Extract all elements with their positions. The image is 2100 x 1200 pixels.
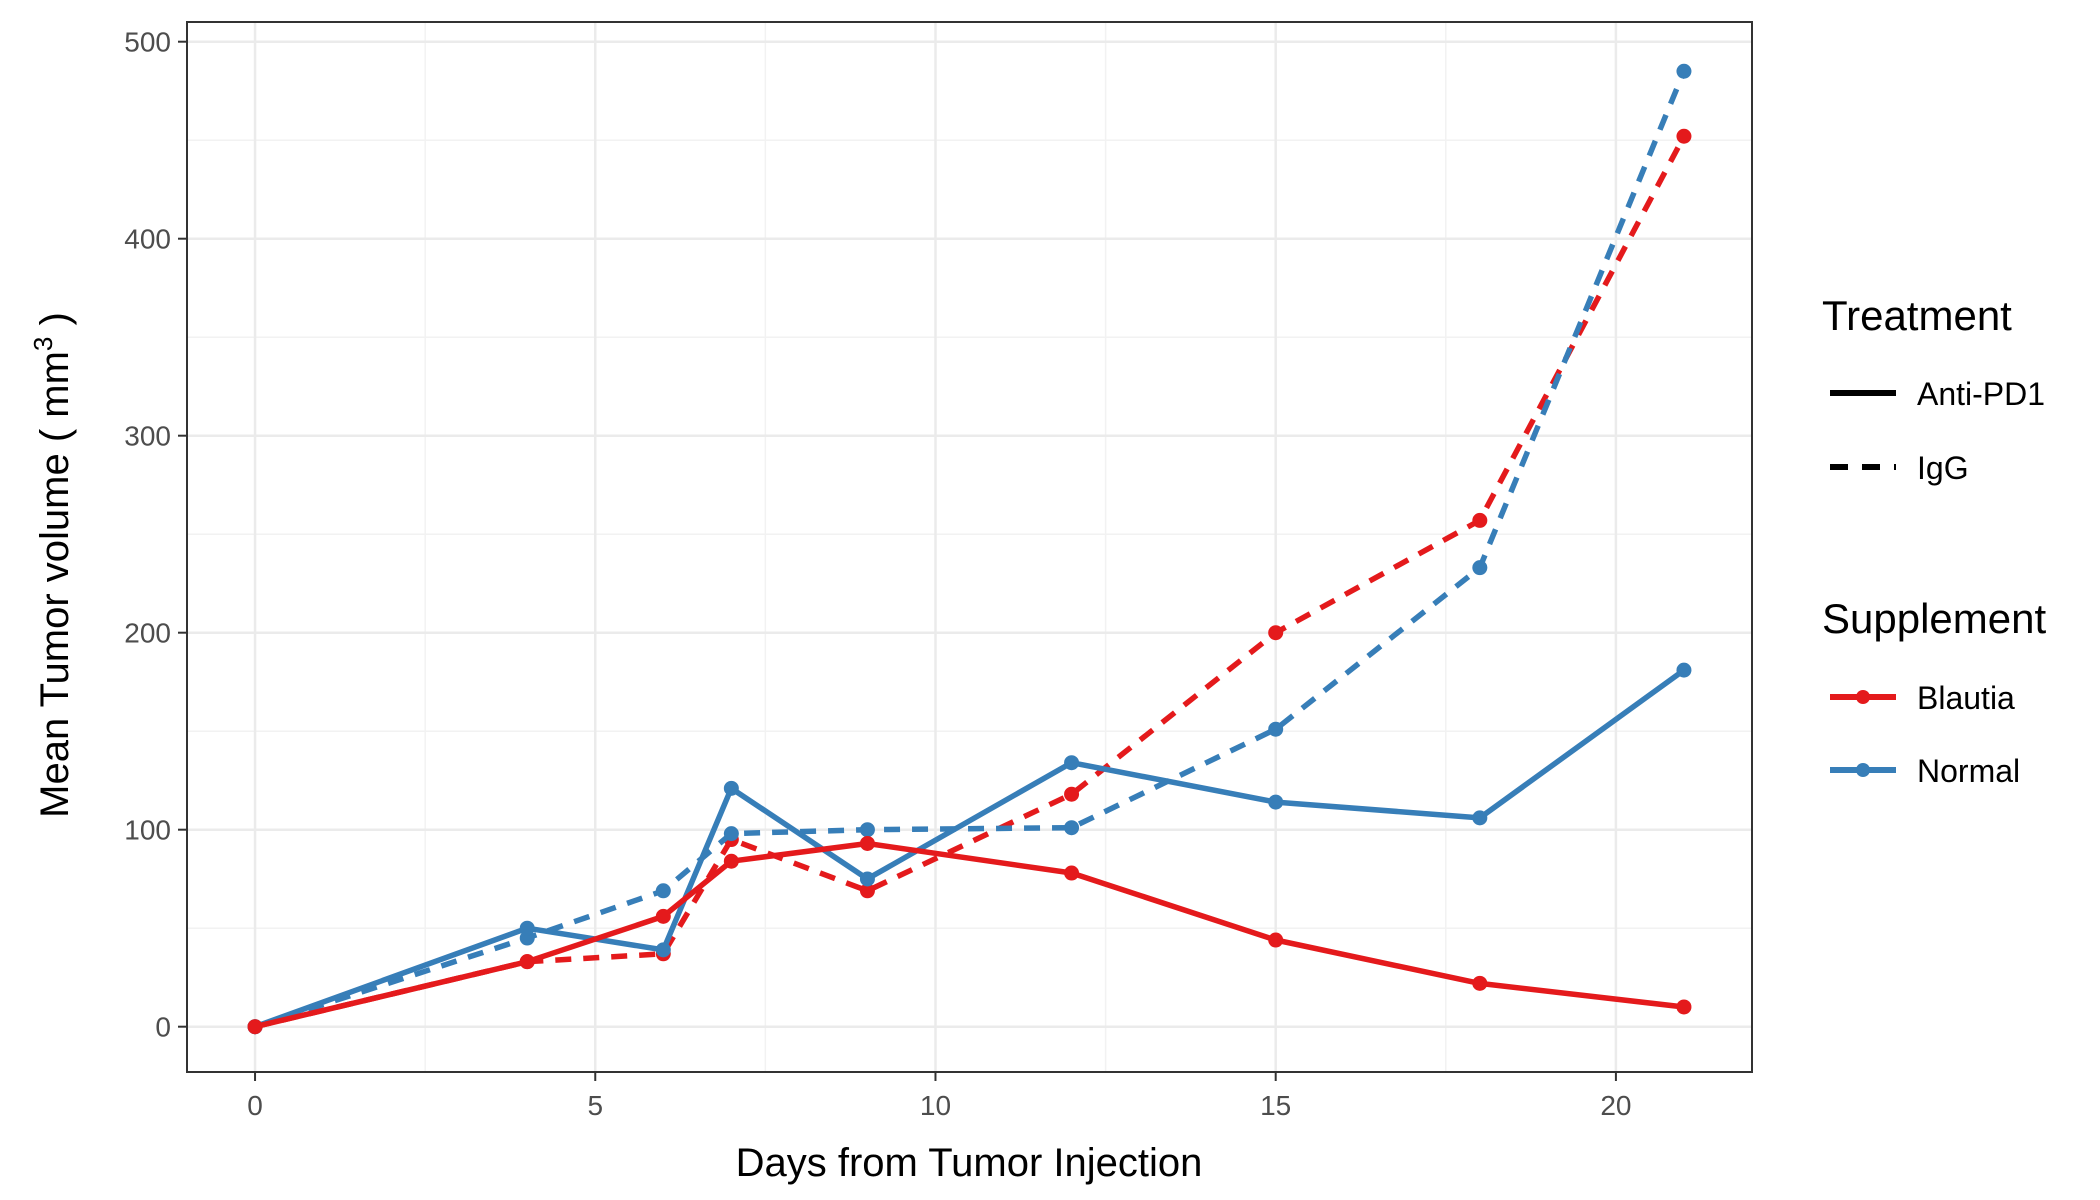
data-point-blautia-anti-pd1 bbox=[723, 853, 739, 869]
y-tick-label: 400 bbox=[124, 224, 171, 255]
data-point-blautia-igg bbox=[859, 883, 875, 899]
y-axis-title-close: ) bbox=[33, 312, 77, 336]
data-point-normal-igg bbox=[723, 826, 739, 842]
series-layer bbox=[247, 63, 1692, 1035]
y-tick-label: 0 bbox=[155, 1012, 171, 1043]
legend-label-normal: Normal bbox=[1917, 753, 2020, 789]
legend-label-anti-pd1: Anti-PD1 bbox=[1917, 376, 2045, 412]
data-point-normal-igg bbox=[859, 822, 875, 838]
data-point-normal-igg bbox=[1064, 820, 1080, 836]
plot-background bbox=[187, 22, 1752, 1072]
data-point-blautia-anti-pd1 bbox=[247, 1019, 263, 1035]
data-point-blautia-anti-pd1 bbox=[1064, 865, 1080, 881]
y-tick-label: 300 bbox=[124, 421, 171, 452]
data-point-normal-anti-pd1 bbox=[1064, 755, 1080, 771]
y-tick-label: 200 bbox=[124, 618, 171, 649]
data-point-blautia-anti-pd1 bbox=[1676, 999, 1692, 1015]
legend-title-supplement: Supplement bbox=[1822, 595, 2046, 642]
data-point-blautia-igg bbox=[1472, 512, 1488, 528]
data-point-blautia-igg bbox=[1268, 625, 1284, 641]
data-point-normal-anti-pd1 bbox=[1472, 810, 1488, 826]
plot-border bbox=[186, 21, 1753, 1073]
data-point-normal-anti-pd1 bbox=[655, 942, 671, 958]
data-point-normal-igg bbox=[655, 883, 671, 899]
legend-label-igg: IgG bbox=[1917, 450, 1969, 486]
legend-title-treatment: Treatment bbox=[1822, 292, 2012, 339]
data-point-normal-igg bbox=[1676, 63, 1692, 79]
x-tick-label: 0 bbox=[247, 1090, 263, 1121]
x-tick-label: 15 bbox=[1260, 1090, 1291, 1121]
y-axis-title: Mean Tumor volume ( mm3 ) bbox=[28, 312, 77, 818]
x-tick-label: 20 bbox=[1600, 1090, 1631, 1121]
data-point-normal-anti-pd1 bbox=[1676, 662, 1692, 678]
data-point-blautia-anti-pd1 bbox=[655, 908, 671, 924]
grid-lines bbox=[187, 22, 1752, 1072]
legend: Treatment Anti-PD1 IgG Supplement Blauti… bbox=[1822, 292, 2046, 789]
x-tick-label: 10 bbox=[920, 1090, 951, 1121]
data-point-blautia-anti-pd1 bbox=[1268, 932, 1284, 948]
data-point-normal-anti-pd1 bbox=[1268, 794, 1284, 810]
y-tick-label: 100 bbox=[124, 815, 171, 846]
legend-key-normal bbox=[1830, 763, 1896, 777]
legend-label-blautia: Blautia bbox=[1917, 680, 2015, 716]
data-point-normal-anti-pd1 bbox=[859, 871, 875, 887]
data-point-blautia-igg bbox=[1064, 786, 1080, 802]
data-point-blautia-anti-pd1 bbox=[519, 954, 535, 970]
data-point-normal-igg bbox=[1472, 560, 1488, 576]
data-point-normal-anti-pd1 bbox=[723, 780, 739, 796]
y-axis-title-main: Mean Tumor volume ( mm bbox=[33, 351, 77, 818]
data-point-normal-igg bbox=[1268, 721, 1284, 737]
x-tick-label: 5 bbox=[587, 1090, 603, 1121]
x-axis-title: Days from Tumor Injection bbox=[736, 1141, 1203, 1185]
data-point-blautia-igg bbox=[1676, 128, 1692, 144]
legend-key-blautia bbox=[1830, 690, 1896, 704]
data-point-normal-anti-pd1 bbox=[519, 920, 535, 936]
data-point-blautia-anti-pd1 bbox=[859, 835, 875, 851]
y-axis-title-superscript: 3 bbox=[28, 337, 58, 351]
y-tick-label: 500 bbox=[124, 27, 171, 58]
data-point-blautia-anti-pd1 bbox=[1472, 975, 1488, 991]
